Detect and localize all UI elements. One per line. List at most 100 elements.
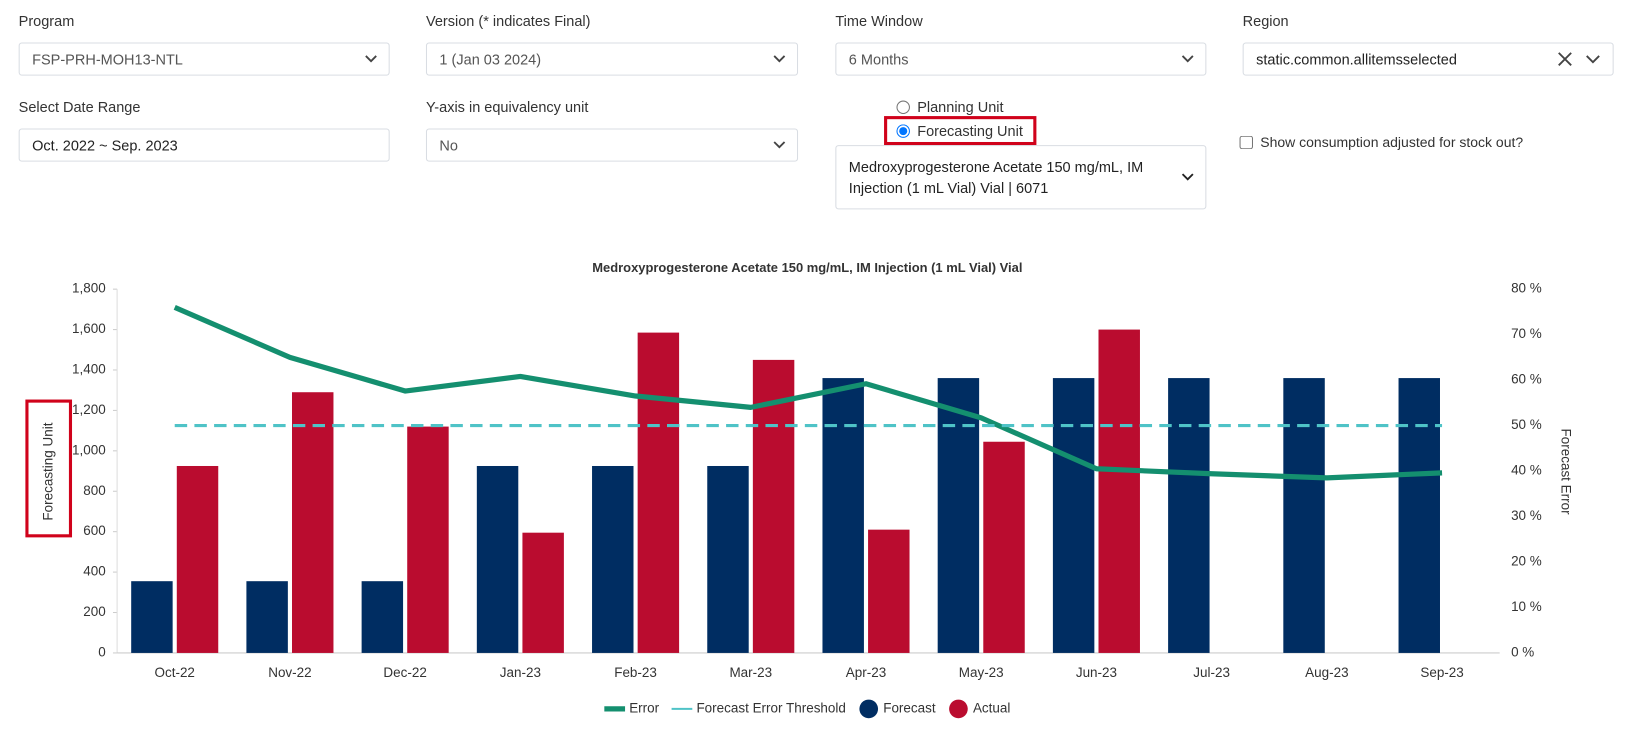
y2-tick-label: 70 % [1511, 326, 1542, 341]
version-select[interactable]: 1 (Jan 03 2024) [425, 42, 799, 76]
select-value: Medroxyprogesterone Acetate 150 mg/mL, I… [848, 158, 1144, 196]
field-label: Region [1242, 12, 1289, 30]
legend-label: Error [629, 700, 659, 715]
y-tick-label: 200 [83, 604, 105, 619]
legend-label: Actual [973, 700, 1010, 715]
line [173, 304, 1443, 481]
bar [476, 465, 519, 653]
y-tick-label: 1,000 [72, 442, 106, 457]
radio-option[interactable]: Forecasting Unit [896, 122, 1023, 139]
chevron [365, 55, 377, 63]
x-tick-label: Nov-22 [268, 665, 311, 680]
field-label: Y-axis in equivalency unit [425, 98, 589, 116]
bar [176, 465, 219, 653]
equivalency-select[interactable]: No [425, 128, 799, 162]
radio-label: Forecasting Unit [917, 122, 1023, 139]
x-tick-label: Apr-23 [846, 665, 886, 680]
clear-and-chevron[interactable] [1557, 52, 1603, 67]
radio[interactable] [896, 100, 910, 114]
highlight-box [884, 116, 1037, 146]
chevron [773, 141, 786, 149]
bar [822, 378, 864, 653]
chevron [1181, 55, 1194, 63]
legend-label: Forecast Error Threshold [696, 700, 845, 715]
y2-tick-label: 40 % [1511, 463, 1542, 478]
y2-tick-label: 60 % [1511, 372, 1542, 387]
x-tick-label: Sep-23 [1420, 665, 1463, 680]
y-tick-label: 800 [83, 483, 105, 498]
y2-tick-label: 0 % [1511, 644, 1534, 659]
select-value: static.common.allitemsselected [1256, 50, 1457, 68]
select-value: 6 Months [848, 50, 909, 68]
bar [407, 426, 449, 653]
radio[interactable] [896, 123, 910, 138]
program-select[interactable]: FSP-PRH-MOH13-NTL [18, 42, 390, 76]
legend-symbol [949, 699, 968, 719]
y2-tick-label: 50 % [1511, 417, 1542, 432]
highlight-box [25, 399, 73, 538]
y-tick-label: 1,600 [72, 321, 106, 336]
y-tick-label: 1,200 [72, 402, 106, 417]
radio-option[interactable]: Planning Unit [896, 98, 1004, 116]
chart-title: Medroxyprogesterone Acetate 150 mg/mL, I… [592, 260, 1022, 275]
chart: Medroxyprogesterone Acetate 150 mg/mL, I… [25, 260, 1573, 719]
product-select[interactable]: Medroxyprogesterone Acetate 150 mg/mL, I… [835, 145, 1207, 210]
y-axis-title: Forecasting Unit [40, 422, 55, 520]
legend-symbol [859, 699, 879, 719]
x-tick-label: Jan-23 [500, 665, 541, 680]
x-tick-label: Oct-22 [155, 665, 195, 680]
bar [1052, 378, 1095, 653]
bar [522, 532, 564, 653]
checkbox[interactable] [1239, 135, 1254, 150]
bar [292, 392, 334, 653]
bar [1398, 378, 1440, 653]
bar [707, 465, 749, 653]
y2-tick-label: 30 % [1511, 508, 1542, 523]
bar [1098, 329, 1140, 653]
field-label: Time Window [835, 12, 923, 30]
date-range-input[interactable]: Oct. 2022 ~ Sep. 2023 [18, 128, 390, 162]
bar [752, 359, 795, 653]
radio-label: Planning Unit [917, 98, 1004, 116]
checkbox-option[interactable]: Show consumption adjusted for stock out? [1239, 134, 1524, 151]
y-tick-label: 600 [83, 523, 105, 538]
x-tick-label: Jul-23 [1193, 665, 1230, 680]
y2-tick-label: 80 % [1511, 281, 1542, 296]
bar [983, 441, 1025, 653]
bar [592, 465, 634, 653]
y-tick-label: 1,800 [72, 281, 106, 296]
x-tick-label: Aug-23 [1305, 665, 1348, 680]
bar [637, 332, 680, 653]
select-value: FSP-PRH-MOH13-NTL [32, 50, 183, 68]
checkbox-label: Show consumption adjusted for stock out? [1260, 134, 1524, 151]
x-tick-label: Mar-23 [729, 665, 772, 680]
select-value: 1 (Jan 03 2024) [439, 50, 542, 68]
input-value: Oct. 2022 ~ Sep. 2023 [32, 136, 178, 154]
region-select[interactable]: static.common.allitemsselected [1242, 42, 1614, 76]
y2-tick-label: 20 % [1511, 554, 1542, 569]
time-window-select[interactable]: 6 Months [835, 42, 1207, 76]
bar [868, 529, 910, 653]
chevron [773, 55, 786, 63]
bar [937, 378, 980, 653]
bar [131, 581, 173, 653]
bar [1168, 378, 1210, 653]
y-tick-label: 400 [83, 564, 105, 579]
x-tick-label: Dec-22 [383, 665, 426, 680]
y-tick-label: 0 [98, 644, 106, 659]
chevron [1181, 173, 1194, 181]
bar [361, 581, 404, 653]
x-tick-label: Jun-23 [1076, 665, 1117, 680]
field-label: Version (* indicates Final) [425, 12, 591, 30]
y2-tick-label: 10 % [1511, 599, 1542, 614]
x-tick-label: May-23 [959, 665, 1004, 680]
y-tick-label: 1,400 [72, 362, 106, 377]
bar [246, 581, 288, 653]
field-label: Program [18, 12, 75, 30]
x-tick-label: Feb-23 [614, 665, 657, 680]
legend-label: Forecast [883, 700, 936, 715]
bar [1283, 378, 1325, 653]
select-value: No [439, 136, 458, 154]
